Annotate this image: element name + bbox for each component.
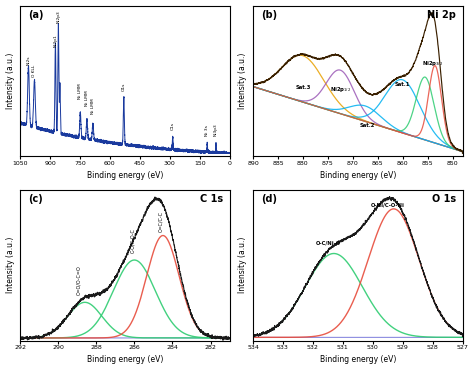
Text: Ni2p$_{1/2}$: Ni2p$_{1/2}$ (330, 85, 351, 94)
Y-axis label: Intensity (a.u.): Intensity (a.u.) (238, 237, 247, 293)
Text: O KLL: O KLL (33, 64, 36, 77)
Text: (b): (b) (261, 10, 278, 20)
Text: C-O/C-O-C: C-O/C-O-C (130, 228, 135, 253)
Text: Ni 3s: Ni 3s (205, 125, 209, 136)
Text: Ni 2p: Ni 2p (428, 10, 456, 20)
X-axis label: Binding energy (eV): Binding energy (eV) (319, 356, 396, 364)
Text: (c): (c) (28, 194, 43, 204)
Text: Ni2p$_{3/2}$: Ni2p$_{3/2}$ (422, 59, 443, 68)
Text: Ni2s: Ni2s (27, 55, 30, 65)
Text: C=O/O-C=O: C=O/O-C=O (77, 265, 82, 295)
X-axis label: Binding energy (eV): Binding energy (eV) (87, 171, 163, 180)
Y-axis label: Intensity (a.u.): Intensity (a.u.) (238, 53, 247, 109)
Text: Sat.1: Sat.1 (395, 82, 410, 87)
Text: O1s: O1s (122, 83, 126, 91)
Text: (d): (d) (261, 194, 277, 204)
Text: Ni LMM: Ni LMM (85, 90, 89, 106)
Text: Ni2p3: Ni2p3 (56, 11, 60, 23)
Text: Ni3p3: Ni3p3 (214, 123, 218, 136)
Text: (a): (a) (28, 10, 44, 20)
Text: Ni2p1: Ni2p1 (54, 34, 57, 47)
Text: C1s: C1s (171, 122, 175, 130)
Text: Ni LMM: Ni LMM (91, 98, 95, 114)
X-axis label: Binding energy (eV): Binding energy (eV) (87, 356, 163, 364)
Text: O 1s: O 1s (432, 194, 456, 204)
Text: C 1s: C 1s (200, 194, 223, 204)
Text: C=C/C-C: C=C/C-C (158, 211, 164, 232)
Text: O-Ni/C-O-Ni: O-Ni/C-O-Ni (371, 203, 405, 208)
Y-axis label: Intensity (a.u.): Intensity (a.u.) (6, 237, 15, 293)
Y-axis label: Intensity (a.u.): Intensity (a.u.) (6, 53, 15, 109)
Text: Sat.3: Sat.3 (295, 85, 310, 90)
Text: Ni LMM: Ni LMM (78, 83, 82, 99)
Text: Sat.2: Sat.2 (360, 124, 375, 128)
X-axis label: Binding energy (eV): Binding energy (eV) (319, 171, 396, 180)
Text: O-C/Ni-O: O-C/Ni-O (315, 241, 340, 246)
